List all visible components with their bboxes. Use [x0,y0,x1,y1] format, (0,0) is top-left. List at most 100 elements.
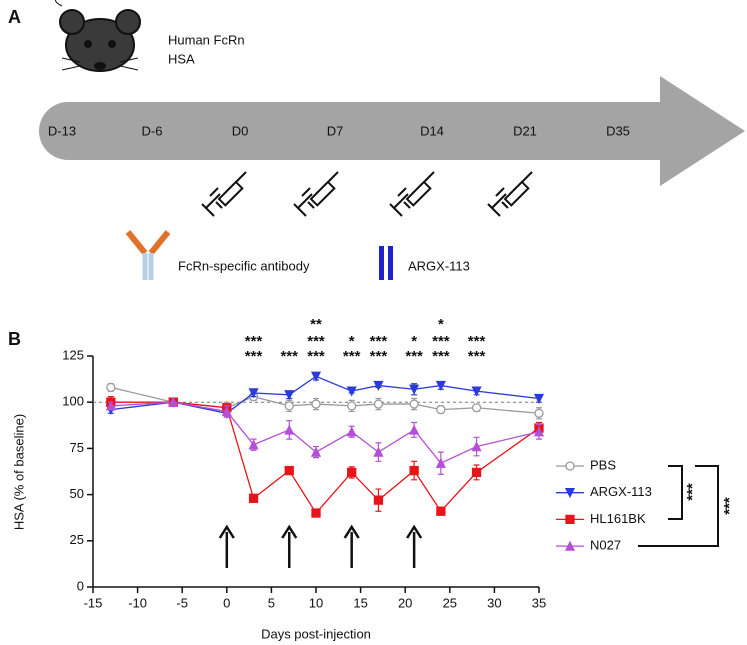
marker [471,467,482,478]
comparison-label: *** [721,497,738,515]
significance-label: *** [468,333,486,350]
argx-icon [379,246,393,280]
timeline-label: D35 [606,123,630,138]
marker [310,446,322,457]
marker [284,390,295,401]
significance-label: *** [370,348,388,365]
marker [346,386,357,397]
x-tick-label: 15 [353,595,367,610]
x-tick-label: -5 [176,595,188,610]
x-tick-label: 35 [532,595,546,610]
marker [347,401,357,411]
marker [105,400,116,411]
marker [248,439,259,450]
marker [565,514,575,525]
injection-arrow [406,524,423,568]
x-tick-label: 25 [443,595,457,610]
injection-arrow [281,524,298,568]
marker [373,380,384,392]
y-tick-label: 75 [70,440,84,455]
x-tick-label: -10 [128,595,147,610]
marker [533,426,545,437]
marker [564,488,576,499]
marker [435,380,446,392]
legend-label: N027 [590,538,621,553]
significance-label: *** [307,348,325,365]
syringe [487,171,533,217]
x-tick-label: 10 [309,595,323,610]
marker [311,399,321,409]
comparison-bracket [668,465,683,520]
timeline-label: D-13 [48,123,76,138]
mouse-label: Human FcRn [168,32,245,47]
x-tick-label: 20 [398,595,412,610]
timeline-label: D-6 [142,123,163,138]
timeline-label: D7 [327,123,344,138]
series-line [110,401,540,464]
significance-label: *** [468,348,486,365]
timeline-arrow [39,76,745,186]
marker [471,403,482,413]
significance-label: *** [370,333,388,350]
legend-label: PBS [590,457,616,472]
marker [534,408,544,418]
marker [471,386,482,397]
marker [436,404,446,415]
x-tick-label: -15 [84,595,103,610]
marker [373,446,384,457]
marker [310,371,322,382]
marker [346,426,357,437]
marker [284,424,295,435]
syringe [293,171,339,217]
marker [435,457,446,468]
significance-label: ** [310,316,322,333]
legend-label: HL161BK [590,511,646,526]
marker [565,461,575,471]
significance-label: *** [432,348,450,365]
marker [533,393,545,404]
marker [373,495,384,505]
marker [471,441,482,452]
y-tick-label: 0 [77,578,84,593]
panel-label: A [8,7,21,27]
x-axis-label: Days post-injection [261,626,371,641]
syringe [201,171,247,217]
marker [248,388,259,399]
marker [409,424,420,435]
legend-label: ARGX-113 [408,258,470,273]
antibody-icon [125,230,171,280]
y-tick-label: 100 [62,394,84,409]
marker [106,382,116,393]
y-tick-label: 125 [62,347,84,362]
comparison-label: *** [684,483,701,501]
mouse-label: HSA [168,51,195,66]
x-tick-label: 30 [487,595,501,610]
significance-label: *** [343,348,361,365]
legend-label: ARGX-113 [590,484,652,499]
significance-label: *** [307,333,325,350]
significance-label: * [438,316,444,333]
timeline-label: D21 [513,123,537,138]
series-line [110,375,540,414]
marker [284,465,294,476]
significance-label: *** [405,348,423,365]
panel-label: B [8,329,21,349]
legend-label: FcRn-specific antibody [178,258,310,273]
significance-label: *** [432,333,450,350]
significance-label: *** [280,348,298,365]
y-tick-label: 25 [70,532,84,547]
comparison-bracket [638,465,719,547]
marker [409,399,419,409]
marker [436,506,446,516]
significance-label: * [349,333,355,350]
marker [221,405,232,417]
significance-label: *** [245,348,263,365]
marker [248,493,259,503]
marker [564,540,576,551]
marker [168,396,179,407]
injection-arrow [343,524,360,568]
marker [284,401,294,411]
marker [347,467,357,478]
marker [409,465,419,476]
